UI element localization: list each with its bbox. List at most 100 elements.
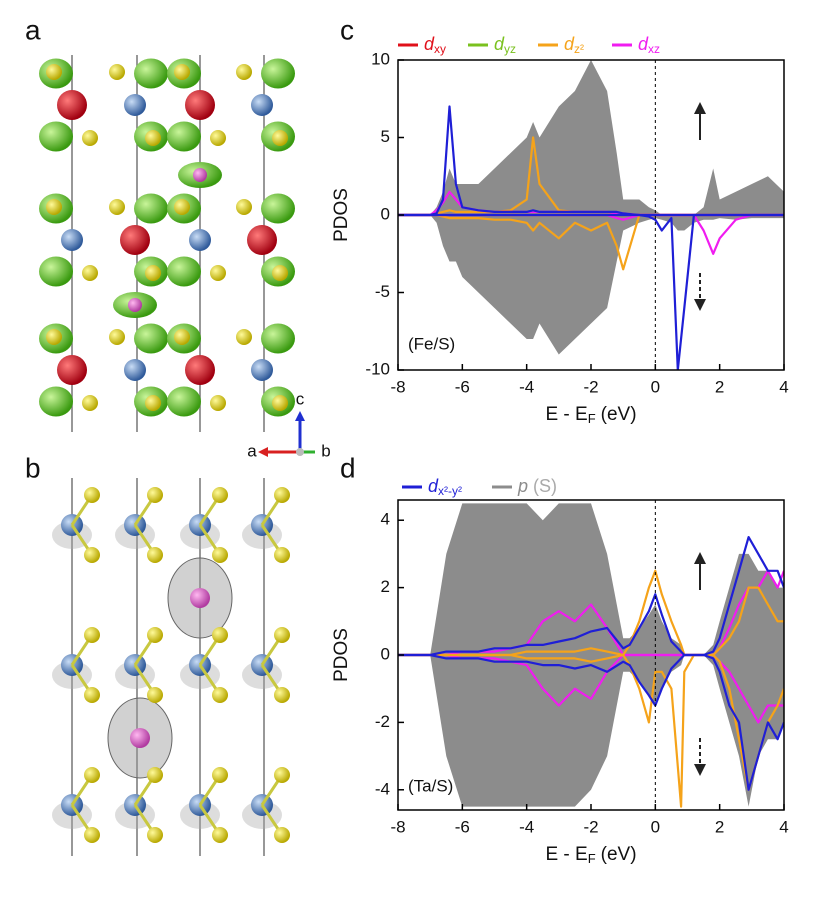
x-label-sub: F xyxy=(588,411,596,426)
panel-label: d xyxy=(340,452,356,483)
atom xyxy=(82,395,98,411)
legend-name: p xyxy=(517,476,528,496)
charge-lobe xyxy=(167,121,201,152)
charge-lobe xyxy=(39,256,73,287)
x-axis-label: E - EF (eV) xyxy=(545,404,636,426)
legend-name: d xyxy=(638,34,649,54)
x-tick-label: 0 xyxy=(651,377,660,396)
x-tick-label: -2 xyxy=(583,817,598,836)
legend-name: d xyxy=(424,34,435,54)
atom xyxy=(212,487,228,503)
atom xyxy=(247,225,277,255)
x-tick-label: 4 xyxy=(779,817,788,836)
y-tick-label: 10 xyxy=(371,49,390,68)
legend-name: d xyxy=(494,34,505,54)
atom xyxy=(145,265,161,281)
atom xyxy=(147,487,163,503)
triad-label: c xyxy=(296,389,305,408)
x-label-text: E - E xyxy=(545,844,587,865)
atom xyxy=(272,265,288,281)
atom xyxy=(147,767,163,783)
atom xyxy=(84,827,100,843)
x-label-unit: (eV) xyxy=(601,844,637,865)
y-tick-label: 0 xyxy=(381,644,390,663)
pdos-area xyxy=(398,655,784,807)
charge-lobe xyxy=(261,193,295,224)
atom xyxy=(185,90,215,120)
atom xyxy=(46,64,62,80)
atom xyxy=(174,199,190,215)
panel-label: b xyxy=(25,452,41,483)
charge-lobe xyxy=(167,256,201,287)
legend-entry: p (S) xyxy=(517,476,557,496)
charge-lobe xyxy=(261,323,295,354)
legend-entry: dyz xyxy=(494,34,516,56)
arrow-head xyxy=(694,299,706,311)
y-tick-label: -4 xyxy=(375,779,390,798)
atom xyxy=(274,487,290,503)
atom xyxy=(130,728,150,748)
atom xyxy=(147,827,163,843)
atom xyxy=(82,265,98,281)
atom xyxy=(109,199,125,215)
x-tick-label: 4 xyxy=(779,377,788,396)
legend-sub: z² xyxy=(574,42,584,56)
atom xyxy=(82,130,98,146)
x-label-sub: F xyxy=(588,851,596,866)
atom xyxy=(212,687,228,703)
charge-lobe xyxy=(134,193,168,224)
legend-name: d xyxy=(564,34,575,54)
atom xyxy=(236,199,252,215)
legend-sub: yz xyxy=(504,42,516,56)
y-axis-label: PDOS xyxy=(331,188,352,242)
atom xyxy=(109,329,125,345)
atom xyxy=(274,827,290,843)
pdos-area xyxy=(398,503,784,655)
x-tick-label: -8 xyxy=(390,377,405,396)
y-tick-label: 2 xyxy=(381,577,390,596)
atom xyxy=(46,329,62,345)
atom xyxy=(174,64,190,80)
x-axis-label: E - EF (eV) xyxy=(545,844,636,866)
atom xyxy=(120,225,150,255)
panel-label: c xyxy=(340,14,354,45)
arrow-head xyxy=(694,102,706,114)
x-tick-label: -2 xyxy=(583,377,598,396)
triad-label: b xyxy=(321,441,330,460)
atom xyxy=(128,298,142,312)
x-tick-label: 0 xyxy=(651,817,660,836)
atom xyxy=(274,687,290,703)
atom xyxy=(145,130,161,146)
x-tick-label: -4 xyxy=(519,377,534,396)
charge-lobe xyxy=(261,58,295,89)
atom xyxy=(147,687,163,703)
atom xyxy=(57,90,87,120)
atom xyxy=(61,229,83,251)
atom xyxy=(147,627,163,643)
atom xyxy=(185,355,215,385)
pdos-area xyxy=(398,60,784,215)
charge-lobe xyxy=(39,121,73,152)
y-tick-label: 0 xyxy=(381,204,390,223)
y-tick-label: -10 xyxy=(365,359,390,378)
atom xyxy=(189,229,211,251)
atom xyxy=(212,627,228,643)
x-tick-label: -4 xyxy=(519,817,534,836)
atom xyxy=(190,588,210,608)
atom xyxy=(84,487,100,503)
charge-lobe xyxy=(167,386,201,417)
y-tick-label: -2 xyxy=(375,712,390,731)
atom xyxy=(274,547,290,563)
y-axis-label: PDOS xyxy=(331,628,352,682)
pdos-area xyxy=(398,215,784,355)
legend-sub: xz xyxy=(648,42,660,56)
atom xyxy=(174,329,190,345)
y-tick-label: 5 xyxy=(381,127,390,146)
atom xyxy=(274,627,290,643)
atom xyxy=(57,355,87,385)
atom xyxy=(84,767,100,783)
atom xyxy=(109,64,125,80)
atom xyxy=(145,395,161,411)
arrow-head xyxy=(694,764,706,776)
